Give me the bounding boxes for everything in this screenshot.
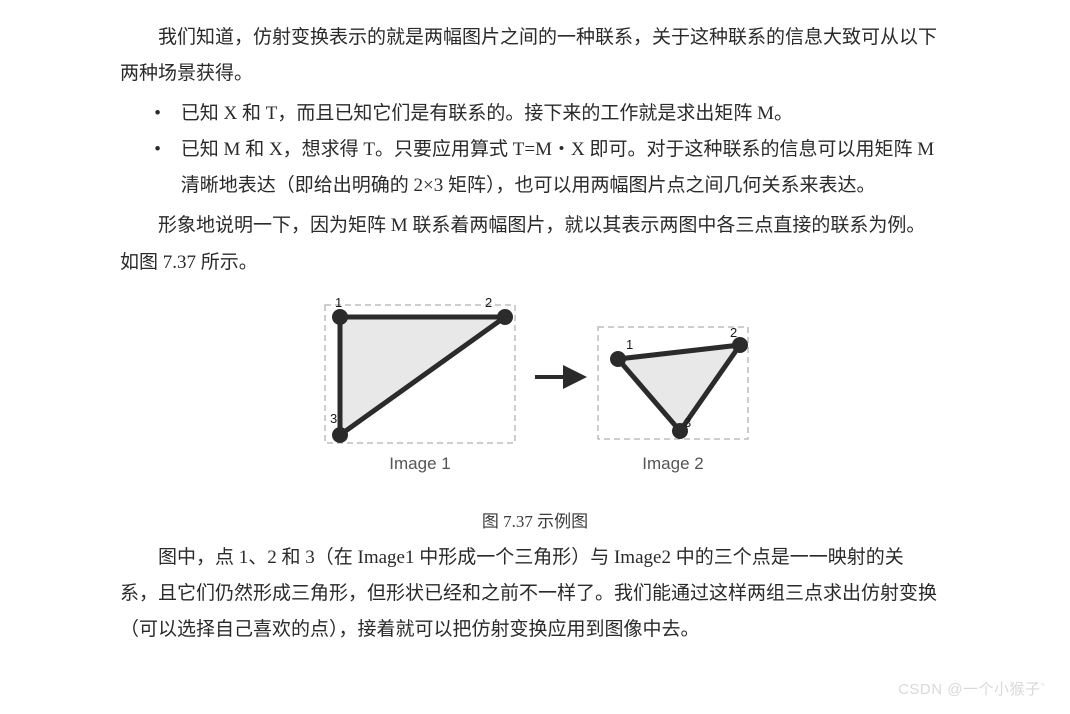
svg-text:Image 1: Image 1 [389, 454, 450, 473]
svg-text:2: 2 [485, 295, 492, 310]
figure-7-37: 1 2 3 1 2 3 Image 1 Image 2 图 7.37 示例图 [60, 287, 1010, 538]
svg-text:1: 1 [626, 337, 633, 352]
svg-text:1: 1 [335, 295, 342, 310]
svg-text:3: 3 [330, 411, 337, 426]
bullet-item-1: 已知 X 和 T，而且已知它们是有联系的。接下来的工作就是求出矩阵 M。 [181, 96, 940, 132]
svg-text:3: 3 [684, 415, 691, 430]
figure-svg: 1 2 3 1 2 3 Image 1 Image 2 [280, 287, 790, 487]
conclusion-paragraph: 图中，点 1、2 和 3（在 Image1 中形成一个三角形）与 Image2 … [120, 540, 940, 648]
watermark-text: CSDN @一个小猴子` [898, 676, 1046, 705]
intro-paragraph: 我们知道，仿射变换表示的就是两幅图片之间的一种联系，关于这种联系的信息大致可从以… [120, 20, 940, 92]
svg-text:2: 2 [730, 325, 737, 340]
bullet-item-2: 已知 M 和 X，想求得 T。只要应用算式 T=M・X 即可。对于这种联系的信息… [181, 132, 940, 204]
explain-paragraph: 形象地说明一下，因为矩阵 M 联系着两幅图片，就以其表示两图中各三点直接的联系为… [120, 208, 940, 280]
figure-caption: 图 7.37 示例图 [60, 506, 1010, 538]
bullet-list: 已知 X 和 T，而且已知它们是有联系的。接下来的工作就是求出矩阵 M。 已知 … [120, 96, 940, 204]
svg-text:Image 2: Image 2 [642, 454, 703, 473]
